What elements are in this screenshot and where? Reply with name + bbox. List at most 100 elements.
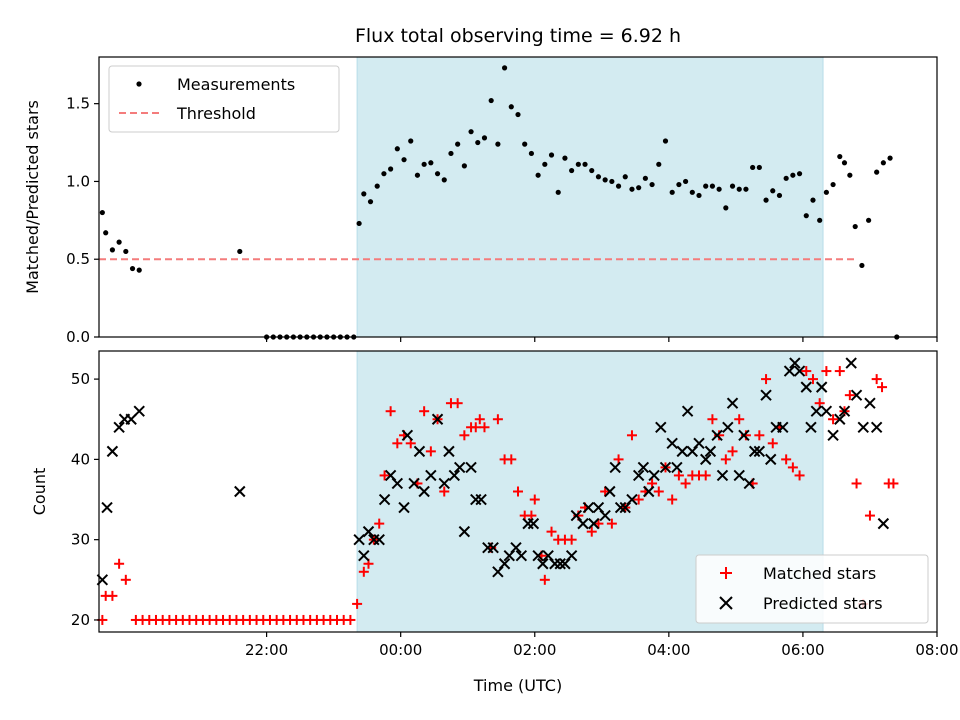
measurement-point — [852, 223, 858, 230]
measurement-point — [723, 205, 729, 211]
bottom-legend: Matched stars Predicted stars — [695, 554, 929, 624]
predicted-star-point — [443, 445, 455, 458]
predicted-star-point — [789, 357, 801, 369]
predicted-star-point — [413, 445, 426, 458]
measurement-point — [629, 186, 635, 192]
measurement-point — [716, 186, 722, 192]
predicted-star-point — [565, 550, 578, 562]
predicted-star-point — [733, 469, 745, 482]
matched-star-point — [801, 366, 812, 377]
predicted-star-point — [820, 405, 833, 417]
measurement-point — [501, 65, 508, 71]
chart-title: Flux total observing time = 6.92 h — [355, 25, 681, 47]
predicted-star-point — [358, 550, 370, 562]
predicted-star-point — [609, 461, 621, 474]
legend-matched-marker — [720, 567, 732, 579]
predicted-star-point — [510, 541, 522, 554]
matched-star-point — [459, 430, 470, 441]
measurement-point — [528, 150, 535, 157]
measurement-point — [602, 177, 608, 183]
predicted-star-point — [234, 485, 246, 498]
predicted-star-point — [398, 501, 410, 514]
measurement-point — [408, 138, 414, 144]
measurement-point — [103, 230, 109, 236]
measurement-point — [123, 248, 129, 255]
top-frame — [98, 56, 938, 338]
matched-star-point — [633, 494, 644, 505]
matched-star-point — [452, 398, 463, 409]
matched-star-point — [844, 390, 855, 401]
predicted-star-point — [408, 477, 420, 490]
predicted-star-point — [805, 421, 817, 433]
measurement-point — [488, 97, 494, 104]
predicted-star-point — [425, 469, 437, 482]
matched-star-point — [720, 454, 731, 465]
measurement-point — [129, 265, 136, 272]
legend-measurements: Measurements — [177, 75, 295, 94]
predicted-star-point — [726, 397, 739, 409]
measurement-point — [237, 248, 243, 255]
predicted-star-point — [614, 501, 627, 514]
measurement-point — [388, 166, 394, 172]
matched-star-point — [720, 567, 732, 579]
x-tick-label: 02:00 — [513, 641, 556, 659]
measurement-point — [434, 171, 441, 177]
measurement-point — [116, 239, 122, 245]
predicted-star-point — [537, 558, 549, 570]
measurement-point — [495, 141, 501, 147]
predicted-star-point — [465, 461, 477, 474]
matched-star-point — [379, 470, 390, 481]
predicted-star-point — [748, 445, 761, 458]
predicted-star-point — [753, 445, 766, 458]
matched-star-point — [787, 462, 798, 473]
measurement-point — [866, 217, 872, 223]
measurement-point — [810, 197, 816, 203]
matched-star-point — [385, 406, 396, 417]
bottom-matched-stars — [97, 366, 899, 625]
predicted-star-point — [458, 525, 471, 538]
matched-star-point — [474, 414, 485, 425]
measurement-point — [880, 160, 886, 166]
measurement-point — [555, 189, 561, 195]
predicted-star-point — [431, 413, 444, 425]
predicted-star-point — [588, 517, 600, 530]
predicted-star-point — [362, 525, 375, 538]
measurement-point — [703, 183, 709, 189]
measurement-point — [481, 135, 488, 141]
matched-star-point — [345, 614, 356, 625]
matched-star-point — [120, 574, 131, 585]
measurement-point — [361, 191, 367, 197]
matched-star-point — [700, 470, 711, 481]
top-panel: 0.0 0.5 1.0 1.5 Matched/Predicted stars Mea… — [23, 56, 938, 346]
predicted-star-point — [577, 517, 589, 530]
y-tick-label: 0.5 — [66, 250, 90, 268]
x-tick-label: 22:00 — [245, 641, 288, 659]
measurement-point — [847, 172, 853, 178]
predicted-star-point — [760, 389, 772, 401]
predicted-star-point — [693, 437, 705, 450]
predicted-star-point — [643, 485, 655, 498]
matched-star-point — [374, 518, 385, 529]
measurement-point — [562, 155, 568, 161]
measurement-point — [582, 161, 588, 167]
measurement-point — [817, 217, 823, 223]
matched-star-point — [821, 366, 832, 377]
measurement-point — [468, 129, 474, 135]
predicted-star-point — [527, 517, 540, 530]
bottom-predicted-stars — [96, 357, 890, 586]
measurement-point — [796, 171, 803, 177]
predicted-star-point — [418, 485, 430, 498]
predicted-star-point — [800, 381, 812, 393]
predicted-star-point — [743, 477, 755, 490]
measurement-point — [841, 160, 848, 166]
matched-star-point — [673, 470, 684, 481]
measurement-point — [669, 189, 675, 195]
predicted-star-point — [738, 429, 750, 442]
measurement-point — [790, 172, 796, 178]
predicted-star-point — [834, 413, 846, 425]
top-y-ticks: 0.0 0.5 1.0 1.5 — [66, 95, 99, 346]
matched-star-point — [727, 446, 738, 457]
y-tick-label: 1.5 — [66, 95, 90, 113]
measurement-point — [859, 262, 865, 269]
predicted-star-point — [793, 365, 806, 377]
